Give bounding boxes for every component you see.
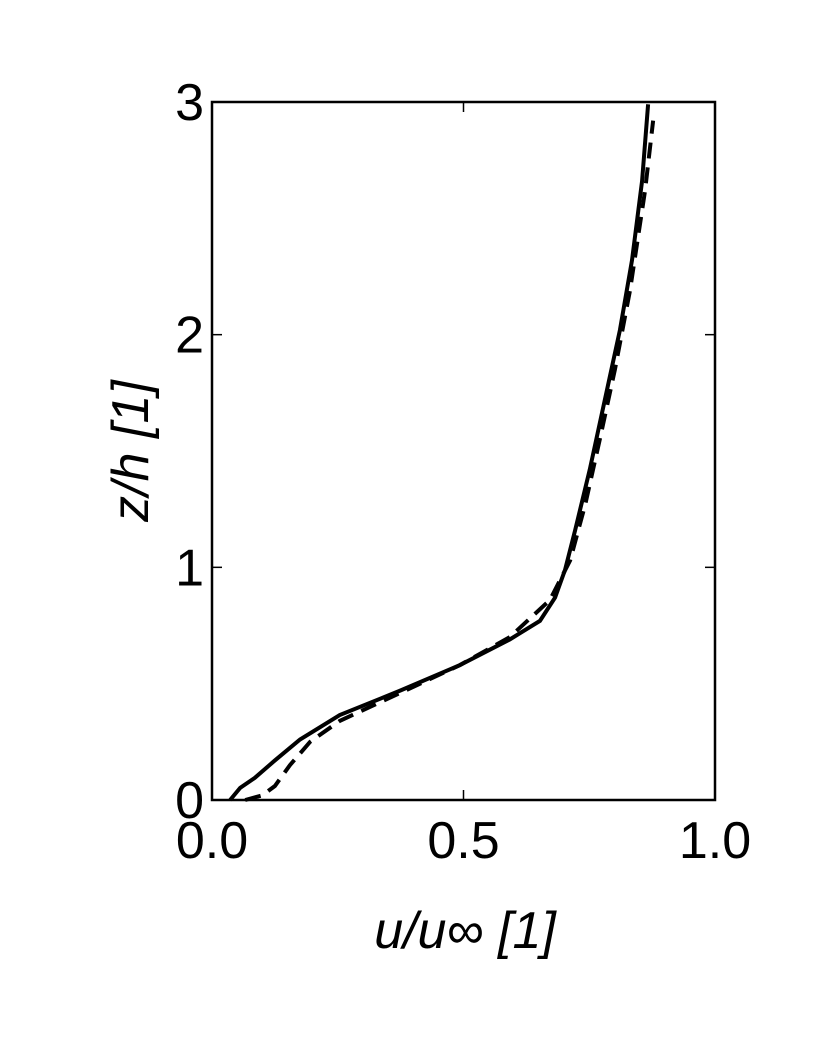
y-tick-label: 2 <box>175 307 204 365</box>
y-tick-label: 1 <box>175 539 204 597</box>
data-line <box>244 120 656 802</box>
data-line <box>228 104 651 802</box>
y-tick-label: 0 <box>175 772 204 830</box>
y-tick-label: 3 <box>175 74 204 132</box>
x-tick-label: 0.0 <box>176 812 248 870</box>
y-axis-label: z/h [1] <box>102 379 160 523</box>
x-tick-label: 1.0 <box>679 812 751 870</box>
x-tick-label: 0.5 <box>427 812 499 870</box>
x-axis-label: u/u∞ [1] <box>374 902 557 960</box>
